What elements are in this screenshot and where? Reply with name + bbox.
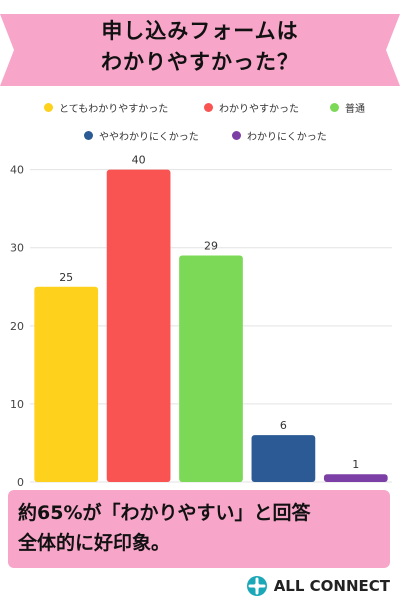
legend-label-1: わかりやすかった xyxy=(219,104,299,115)
bar-4 xyxy=(323,474,388,482)
y-tick-label-2: 20 xyxy=(10,320,24,333)
y-tick-label-4: 40 xyxy=(10,164,24,177)
data-label-2: 29 xyxy=(204,240,218,253)
legend-item-4: わかりにくかった xyxy=(232,128,327,143)
legend-swatch-2 xyxy=(330,103,339,112)
logo-text: ALL CONNECT xyxy=(273,577,390,595)
legend-label-0: とてもわかりやすかった xyxy=(59,104,169,115)
bar-1 xyxy=(106,169,171,482)
data-label-4: 1 xyxy=(352,458,359,471)
bar-3 xyxy=(251,435,316,482)
y-tick-label-1: 10 xyxy=(10,398,24,411)
legend-swatch-4 xyxy=(232,131,241,140)
summary-line-1: 約65%が「わかりやすい」と回答 xyxy=(18,502,311,524)
data-label-1: 40 xyxy=(132,154,146,167)
y-tick-label-3: 30 xyxy=(10,242,24,255)
legend-swatch-3 xyxy=(84,131,93,140)
legend-label-4: わかりにくかった xyxy=(247,132,327,143)
chart-title: 申し込みフォームは わかりやすかった？ xyxy=(0,16,400,78)
summary-line-2: 全体的に好印象。 xyxy=(18,532,171,554)
brand-logo: ALL CONNECT xyxy=(246,574,390,598)
legend-item-1: わかりやすかった xyxy=(204,100,299,115)
bar-chart: 0 10 20 30 40 25 40 29 6 1 xyxy=(10,154,392,489)
bar-2 xyxy=(179,255,243,482)
legend-swatch-0 xyxy=(44,103,53,112)
title-banner: 申し込みフォームは わかりやすかった？ xyxy=(0,14,400,86)
title-line-2: わかりやすかった？ xyxy=(101,50,299,74)
bar-0 xyxy=(34,286,99,482)
legend-item-0: とてもわかりやすかった xyxy=(44,100,168,115)
title-line-1: 申し込みフォームは xyxy=(101,19,299,43)
legend-item-3: ややわかりにくかった xyxy=(84,128,199,143)
connect-logo-icon xyxy=(246,576,267,596)
summary-callout: 約65%が「わかりやすい」と回答 全体的に好印象。 xyxy=(8,490,390,568)
legend-item-2: 普通 xyxy=(330,100,365,115)
legend-label-2: 普通 xyxy=(345,104,365,115)
y-tick-label-0: 0 xyxy=(17,476,24,489)
data-label-0: 25 xyxy=(59,271,73,284)
legend-swatch-1 xyxy=(204,103,213,112)
banner-ribbon-shape xyxy=(0,14,400,86)
data-label-3: 6 xyxy=(280,419,287,432)
legend-label-3: ややわかりにくかった xyxy=(99,132,199,143)
